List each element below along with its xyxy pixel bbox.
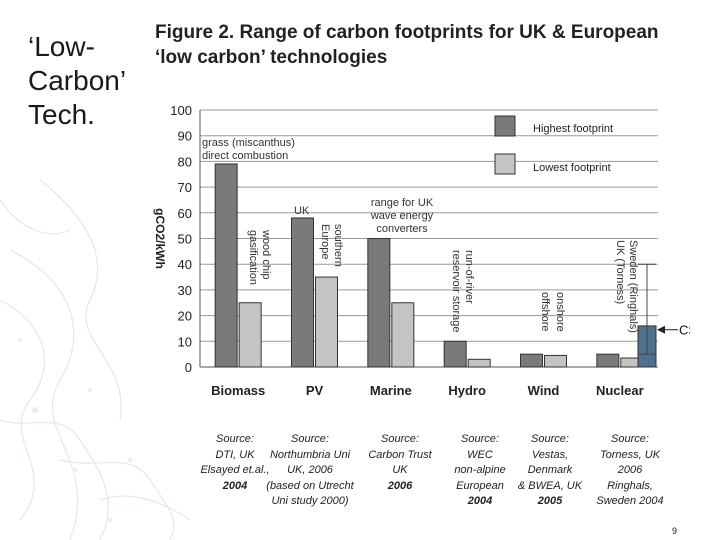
annotation-hydro-types: run-of-riverreservoir storage — [450, 250, 475, 333]
bar-pv-highest — [291, 217, 314, 368]
y-tick-label: 60 — [178, 206, 192, 221]
bar-nuclear-highest — [596, 353, 620, 368]
x-tick-label: Nuclear — [596, 383, 644, 398]
csd-label: CSD — [679, 323, 690, 338]
annotation-pv-uk: UK — [294, 205, 310, 217]
legend-swatch-lowest — [494, 153, 516, 175]
source-note: Source: Carbon Trust UK 2006 — [350, 432, 450, 494]
source-text: Source: Torness, UK 2006 Ringhals, Swede… — [596, 433, 664, 507]
source-text: Source: DTI, UK Elsayed et.al., — [200, 433, 270, 476]
y-tick-label: 0 — [185, 360, 192, 375]
annotation-wind-offshore: offshore — [539, 292, 551, 332]
source-year: 2004 — [467, 495, 493, 507]
x-tick-label: PV — [306, 383, 324, 398]
bar-marine-highest — [367, 238, 391, 368]
bar-hydro-lowest — [467, 358, 491, 368]
source-text: Source: Vestas, Denmark & BWEA, UK — [517, 433, 583, 492]
bar-wind-lowest — [544, 354, 567, 368]
source-year: 2006 — [387, 479, 413, 492]
source-text: Source: WEC non-alpine European — [454, 433, 506, 492]
annotation-pv-southern-europe: southernEurope — [319, 224, 344, 267]
source-year: 2005 — [537, 495, 563, 507]
x-tick-label: Marine — [370, 383, 412, 398]
csd-arrow-head — [657, 325, 665, 334]
annotation-biomass-woodchip: wood chipgasification — [247, 229, 272, 285]
bar-marine-lowest — [391, 302, 415, 368]
legend-label-highest: Highest footprint — [533, 123, 613, 135]
source-note: Source: Torness, UK 2006 Ringhals, Swede… — [580, 432, 680, 510]
page-number: 9 — [672, 526, 678, 536]
annotation-wind-onshore: onshore — [554, 292, 566, 332]
y-tick-label: 10 — [178, 334, 192, 349]
y-tick-label: 100 — [170, 103, 192, 118]
figure-title: Figure 2. Range of carbon footprints for… — [155, 22, 659, 68]
annotation-biomass-grass: grass (miscanthus) direct combustion — [202, 137, 295, 162]
bar-biomass-highest — [214, 163, 238, 368]
y-tick-label: 40 — [178, 257, 192, 272]
sources-row: Source: DTI, UK Elsayed et.al., 2004 Sourc… — [185, 432, 665, 512]
source-text: Source: Northumbria Uni UK, 2006 (based … — [266, 433, 354, 507]
bar-wind-highest — [520, 353, 543, 368]
x-tick-label: Hydro — [448, 383, 486, 398]
y-tick-label: 90 — [178, 129, 192, 144]
y-axis-label: gCO2/kWh — [153, 208, 167, 269]
source-year: 2004 — [222, 479, 248, 492]
legend-swatch-highest — [494, 115, 516, 137]
y-tick-label: 80 — [178, 154, 192, 169]
bar-biomass-lowest — [238, 302, 262, 368]
y-tick-label: 30 — [178, 283, 192, 298]
bar-pv-lowest — [315, 276, 338, 368]
y-tick-label: 70 — [178, 180, 192, 195]
slide-title: ‘Low- Carbon’ Tech. — [28, 31, 127, 130]
source-note: Source: Northumbria Uni UK, 2006 (based … — [260, 432, 360, 510]
source-text: Source: Carbon Trust UK — [368, 433, 432, 476]
x-tick-label: Biomass — [211, 383, 265, 398]
y-tick-label: 50 — [178, 232, 192, 247]
source-note: Source: DTI, UK Elsayed et.al., 2004 — [185, 432, 285, 494]
annotation-nuclear-sites: Sweden (Ringhals)UK (Torness) — [614, 240, 639, 333]
annotation-marine-range: range for UK wave energy converters — [370, 197, 434, 235]
source-note: Source: Vestas, Denmark & BWEA, UK 2005 — [500, 432, 600, 510]
y-tick-label: 20 — [178, 309, 192, 324]
x-tick-label: Wind — [528, 383, 560, 398]
source-note: Source: WEC non-alpine European 2004 — [430, 432, 530, 510]
bar-hydro-highest — [443, 340, 467, 368]
legend-label-lowest: Lowest footprint — [533, 162, 611, 174]
bar-chart: 0 10 20 30 40 50 60 70 80 90 100 gCO2/kWh Biomass PV M… — [153, 103, 690, 398]
